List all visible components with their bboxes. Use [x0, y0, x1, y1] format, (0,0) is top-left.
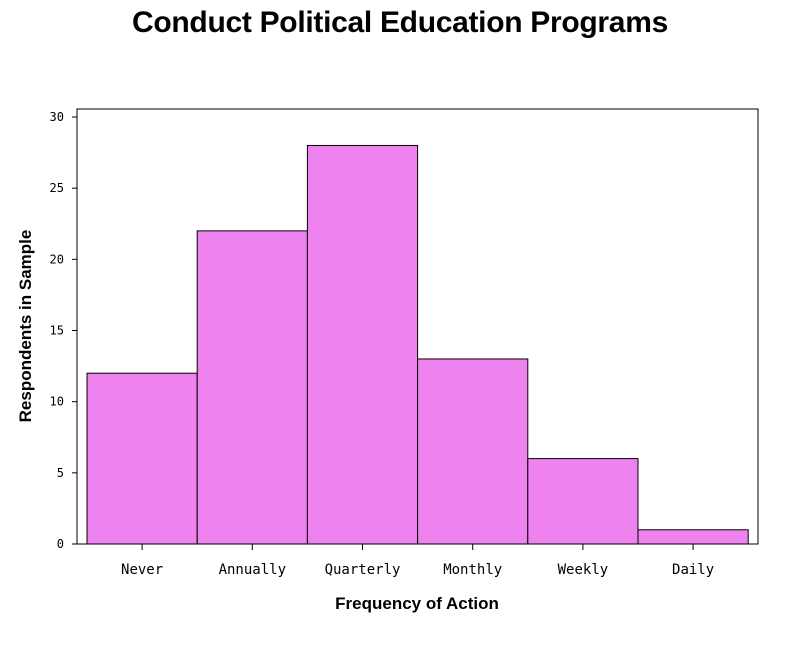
bar-quarterly [306, 144, 419, 545]
y-tick-label: 20 [50, 252, 64, 266]
x-tick-label: Monthly [443, 562, 502, 578]
y-tick-label: 5 [57, 466, 64, 480]
bar-daily [637, 529, 749, 545]
x-tick-label: Weekly [558, 562, 609, 578]
bar-monthly [417, 358, 529, 545]
y-axis: 0 5 10 15 20 25 30 [50, 110, 77, 551]
x-tick-label: Quarterly [325, 562, 401, 578]
bars [86, 144, 749, 545]
x-axis-title: Frequency of Action [335, 594, 499, 613]
y-axis-title: Respondents in Sample [16, 230, 35, 423]
y-tick-label: 0 [57, 537, 64, 551]
bar-annually [196, 230, 308, 545]
bar-weekly [527, 458, 639, 545]
y-tick-label: 10 [50, 395, 64, 409]
x-tick-label: Never [121, 562, 163, 578]
bar-never [86, 372, 198, 545]
x-tick-label: Annually [219, 562, 286, 578]
y-tick-label: 25 [50, 181, 64, 195]
y-tick-label: 15 [50, 324, 64, 338]
chart-title: Conduct Political Education Programs [132, 6, 668, 39]
x-tick-label: Daily [672, 562, 714, 578]
x-axis: Never Annually Quarterly Monthly Weekly Daily [121, 544, 714, 578]
y-tick-label: 30 [50, 110, 64, 124]
